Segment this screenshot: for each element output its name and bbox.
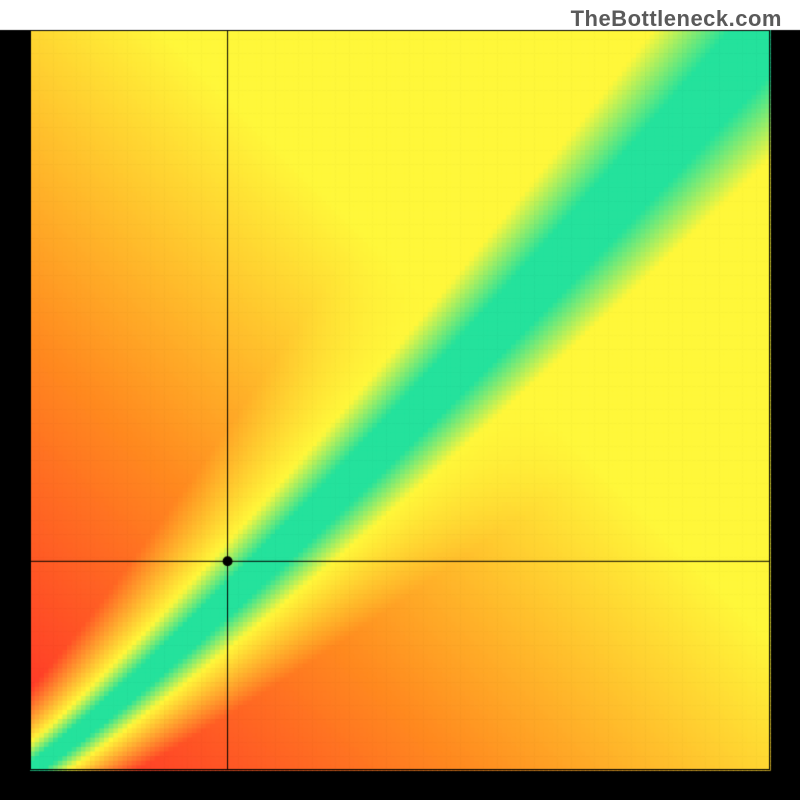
chart-container: TheBottleneck.com	[0, 0, 800, 800]
heatmap-canvas	[0, 0, 800, 800]
watermark-text: TheBottleneck.com	[571, 6, 782, 32]
